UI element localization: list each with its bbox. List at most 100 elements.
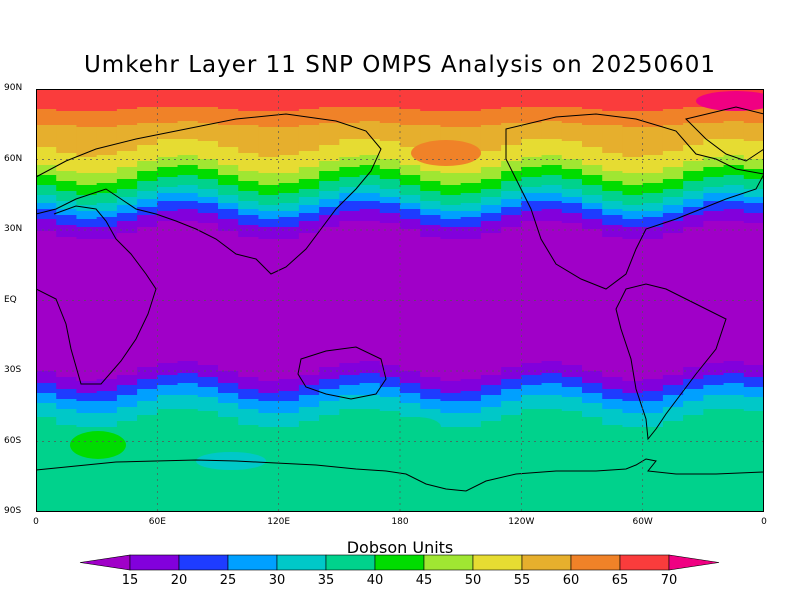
contour-cell xyxy=(96,125,118,128)
contour-cell xyxy=(602,325,624,328)
contour-cell xyxy=(137,221,158,224)
contour-cell xyxy=(683,317,704,320)
contour-cell xyxy=(197,113,219,116)
contour-cell xyxy=(420,329,442,332)
contour-cell xyxy=(319,269,340,272)
contour-cell xyxy=(743,169,764,172)
contour-cell xyxy=(379,311,401,314)
contour-cell xyxy=(137,149,158,152)
contour-cell xyxy=(582,265,603,268)
contour-cell xyxy=(379,129,401,132)
contour-cell xyxy=(137,231,158,234)
contour-cell xyxy=(298,99,320,102)
contour-cell xyxy=(561,159,583,162)
contour-cell xyxy=(96,143,118,146)
contour-cell xyxy=(683,195,704,198)
contour-cell xyxy=(460,255,482,258)
contour-cell xyxy=(400,227,421,230)
contour-cell xyxy=(440,287,462,290)
contour-cell xyxy=(642,289,664,292)
contour-cell xyxy=(319,143,340,146)
contour-cell xyxy=(157,227,179,230)
contour-cell xyxy=(582,227,603,230)
contour-cell xyxy=(501,213,522,216)
contour-cell xyxy=(480,167,502,170)
contour-cell xyxy=(197,157,219,160)
contour-cell xyxy=(642,317,664,320)
contour-cell xyxy=(521,301,543,304)
contour-cell xyxy=(561,91,583,94)
contour-cell xyxy=(298,261,320,264)
contour-cell xyxy=(642,255,664,258)
contour-cell xyxy=(258,239,280,242)
contour-cell xyxy=(642,239,664,242)
contour-cell xyxy=(622,229,644,232)
contour-cell xyxy=(602,297,624,300)
contour-cell xyxy=(76,115,98,118)
contour-cell xyxy=(420,197,442,200)
contour-cell xyxy=(541,219,563,222)
contour-cell xyxy=(683,161,704,164)
contour-cell xyxy=(177,199,199,202)
contour-cell xyxy=(400,331,421,334)
contour-cell xyxy=(56,267,78,270)
contour-cell xyxy=(420,319,442,322)
contour-cell xyxy=(339,165,361,168)
contour-cell xyxy=(480,295,502,298)
contour-cell xyxy=(238,197,260,200)
contour-cell xyxy=(298,191,320,194)
contour-cell xyxy=(278,95,300,98)
contour-cell xyxy=(96,193,118,196)
contour-cell xyxy=(521,105,543,108)
contour-cell xyxy=(440,271,462,274)
contour-cell xyxy=(582,229,603,232)
contour-cell xyxy=(359,273,381,276)
contour-cell xyxy=(359,117,381,120)
contour-cell xyxy=(501,215,522,218)
contour-cell xyxy=(662,171,684,174)
contour-cell xyxy=(359,231,381,234)
contour-cell xyxy=(339,323,361,326)
contour-cell xyxy=(56,137,78,140)
contour-cell xyxy=(197,267,219,270)
contour-cell xyxy=(501,303,522,306)
contour-cell xyxy=(96,251,118,254)
contour-cell xyxy=(157,183,179,186)
contour-cell xyxy=(723,159,745,162)
contour-cell xyxy=(561,297,583,300)
contour-cell xyxy=(379,99,401,102)
contour-cell xyxy=(703,259,725,262)
contour-cell xyxy=(56,361,78,364)
contour-cell xyxy=(460,127,482,130)
contour-cell xyxy=(480,285,502,288)
contour-cell xyxy=(177,235,199,238)
contour-cell xyxy=(480,177,502,180)
contour-cell xyxy=(683,231,704,234)
contour-cell xyxy=(420,185,442,188)
contour-cell xyxy=(197,229,219,232)
contour-cell xyxy=(197,335,219,338)
contour-cell xyxy=(561,185,583,188)
contour-cell xyxy=(582,279,603,282)
contour-cell xyxy=(137,265,158,268)
contour-cell xyxy=(258,113,280,116)
contour-cell xyxy=(218,279,239,282)
contour-cell xyxy=(197,287,219,290)
contour-cell xyxy=(96,341,118,344)
contour-cell xyxy=(137,141,158,144)
contour-cell xyxy=(561,223,583,226)
contour-cell xyxy=(743,199,764,202)
contour-cell xyxy=(137,341,158,344)
contour-cell xyxy=(258,345,280,348)
contour-cell xyxy=(218,353,239,356)
contour-cell xyxy=(278,273,300,276)
contour-cell xyxy=(541,131,563,134)
contour-cell xyxy=(137,281,158,284)
contour-cell xyxy=(157,319,179,322)
contour-cell xyxy=(582,299,603,302)
contour-cell xyxy=(561,155,583,158)
contour-cell xyxy=(622,133,644,136)
contour-cell xyxy=(157,167,179,170)
contour-cell xyxy=(76,183,98,186)
contour-cell xyxy=(36,99,57,102)
